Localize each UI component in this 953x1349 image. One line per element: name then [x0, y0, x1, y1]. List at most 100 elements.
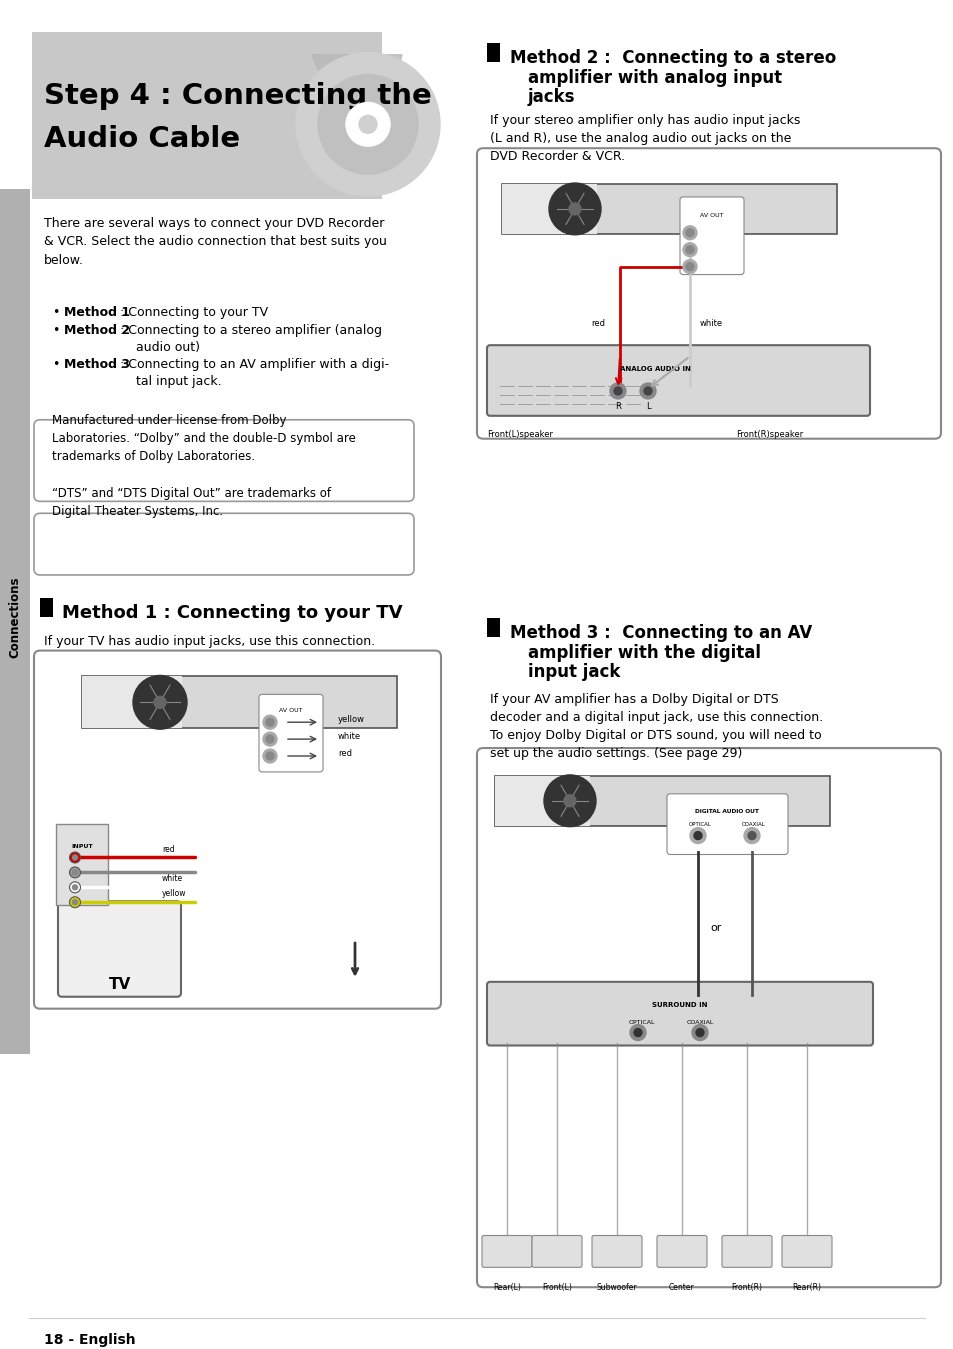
FancyBboxPatch shape	[486, 43, 499, 62]
Text: white: white	[700, 318, 722, 328]
Text: Method 2 :  Connecting to a stereo: Method 2 : Connecting to a stereo	[510, 49, 836, 66]
Circle shape	[634, 1028, 641, 1036]
Text: red: red	[337, 749, 352, 758]
FancyBboxPatch shape	[495, 776, 589, 826]
FancyBboxPatch shape	[82, 676, 396, 728]
Text: Center: Center	[668, 1283, 694, 1292]
Text: Connections: Connections	[9, 576, 22, 657]
Circle shape	[70, 853, 80, 863]
Text: amplifier with analog input: amplifier with analog input	[527, 69, 781, 86]
FancyBboxPatch shape	[34, 650, 440, 1009]
FancyBboxPatch shape	[679, 197, 743, 275]
Text: Front(R): Front(R)	[731, 1283, 761, 1292]
Circle shape	[743, 828, 760, 843]
Circle shape	[72, 855, 77, 859]
Circle shape	[266, 718, 274, 726]
Text: Method 1 : Connecting to your TV: Method 1 : Connecting to your TV	[62, 604, 402, 622]
Text: •: •	[52, 357, 59, 371]
FancyBboxPatch shape	[486, 345, 869, 415]
Circle shape	[685, 229, 693, 237]
Circle shape	[266, 751, 274, 759]
Text: TV: TV	[109, 977, 131, 992]
Text: or: or	[710, 923, 720, 934]
Circle shape	[685, 246, 693, 254]
Circle shape	[72, 885, 77, 890]
Text: Method 3 :  Connecting to an AV: Method 3 : Connecting to an AV	[510, 623, 811, 642]
Text: yellow: yellow	[337, 715, 365, 723]
Text: audio out): audio out)	[136, 341, 200, 355]
Text: Front(L): Front(L)	[541, 1283, 572, 1292]
Text: Rear(R): Rear(R)	[792, 1283, 821, 1292]
FancyBboxPatch shape	[481, 1236, 532, 1267]
Text: Audio Cable: Audio Cable	[44, 125, 240, 154]
Circle shape	[682, 225, 697, 240]
Text: There are several ways to connect your DVD Recorder
& VCR. Select the audio conn: There are several ways to connect your D…	[44, 217, 387, 267]
Text: R: R	[615, 402, 620, 411]
FancyBboxPatch shape	[476, 148, 940, 438]
Text: If your AV amplifier has a Dolby Digital or DTS
decoder and a digital input jack: If your AV amplifier has a Dolby Digital…	[490, 693, 822, 761]
Text: INPUT: INPUT	[71, 843, 92, 849]
Circle shape	[682, 243, 697, 256]
FancyBboxPatch shape	[32, 32, 381, 198]
Text: AV OUT: AV OUT	[279, 708, 302, 714]
FancyBboxPatch shape	[721, 1236, 771, 1267]
Circle shape	[72, 900, 77, 905]
Text: •: •	[52, 306, 59, 320]
Circle shape	[614, 387, 621, 395]
FancyBboxPatch shape	[56, 824, 108, 905]
Text: If your TV has audio input jacks, use this connection.: If your TV has audio input jacks, use th…	[44, 634, 375, 648]
Text: : Connecting to your TV: : Connecting to your TV	[116, 306, 268, 320]
Text: DIGITAL AUDIO OUT: DIGITAL AUDIO OUT	[695, 809, 759, 813]
Text: red: red	[162, 844, 174, 854]
Circle shape	[317, 74, 417, 174]
Text: Subwoofer: Subwoofer	[596, 1283, 637, 1292]
Text: tal input jack.: tal input jack.	[136, 375, 221, 389]
Text: white: white	[162, 874, 183, 884]
Circle shape	[153, 696, 166, 708]
Text: white: white	[337, 731, 361, 741]
Circle shape	[563, 795, 576, 807]
FancyBboxPatch shape	[495, 776, 829, 826]
Text: OPTICAL: OPTICAL	[628, 1020, 655, 1025]
Circle shape	[747, 831, 755, 839]
Circle shape	[263, 749, 276, 764]
Text: ANALOG AUDIO IN: ANALOG AUDIO IN	[618, 366, 690, 372]
Circle shape	[639, 383, 656, 399]
Circle shape	[266, 735, 274, 743]
Text: red: red	[590, 318, 604, 328]
Circle shape	[693, 831, 701, 839]
Circle shape	[72, 870, 77, 876]
Text: : Connecting to a stereo amplifier (analog: : Connecting to a stereo amplifier (anal…	[116, 324, 381, 337]
Circle shape	[685, 263, 693, 271]
FancyBboxPatch shape	[501, 183, 836, 233]
FancyBboxPatch shape	[532, 1236, 581, 1267]
Text: Step 4 : Connecting the: Step 4 : Connecting the	[44, 81, 432, 109]
Text: If your stereo amplifier only has audio input jacks
(L and R), use the analog au: If your stereo amplifier only has audio …	[490, 115, 800, 163]
Circle shape	[70, 882, 80, 893]
Text: SURROUND IN: SURROUND IN	[652, 1002, 707, 1008]
Text: jacks: jacks	[527, 88, 575, 105]
FancyBboxPatch shape	[666, 793, 787, 854]
Text: yellow: yellow	[162, 889, 186, 898]
FancyBboxPatch shape	[476, 749, 940, 1287]
Circle shape	[346, 103, 390, 146]
FancyBboxPatch shape	[501, 183, 597, 233]
FancyBboxPatch shape	[40, 598, 53, 616]
FancyBboxPatch shape	[34, 420, 414, 502]
Circle shape	[132, 676, 187, 730]
Circle shape	[691, 1025, 707, 1040]
Text: COAXIAL: COAXIAL	[741, 822, 765, 827]
Circle shape	[689, 828, 705, 843]
FancyBboxPatch shape	[82, 676, 182, 728]
FancyBboxPatch shape	[486, 982, 872, 1045]
FancyBboxPatch shape	[0, 189, 30, 1055]
Text: L: L	[645, 402, 650, 411]
Text: COAXIAL: COAXIAL	[685, 1020, 713, 1025]
FancyBboxPatch shape	[781, 1236, 831, 1267]
Text: Method 3: Method 3	[64, 357, 130, 371]
Circle shape	[643, 387, 651, 395]
Text: Front(R)speaker: Front(R)speaker	[736, 430, 802, 438]
Text: •: •	[52, 324, 59, 337]
Circle shape	[70, 897, 80, 908]
Circle shape	[548, 183, 600, 235]
